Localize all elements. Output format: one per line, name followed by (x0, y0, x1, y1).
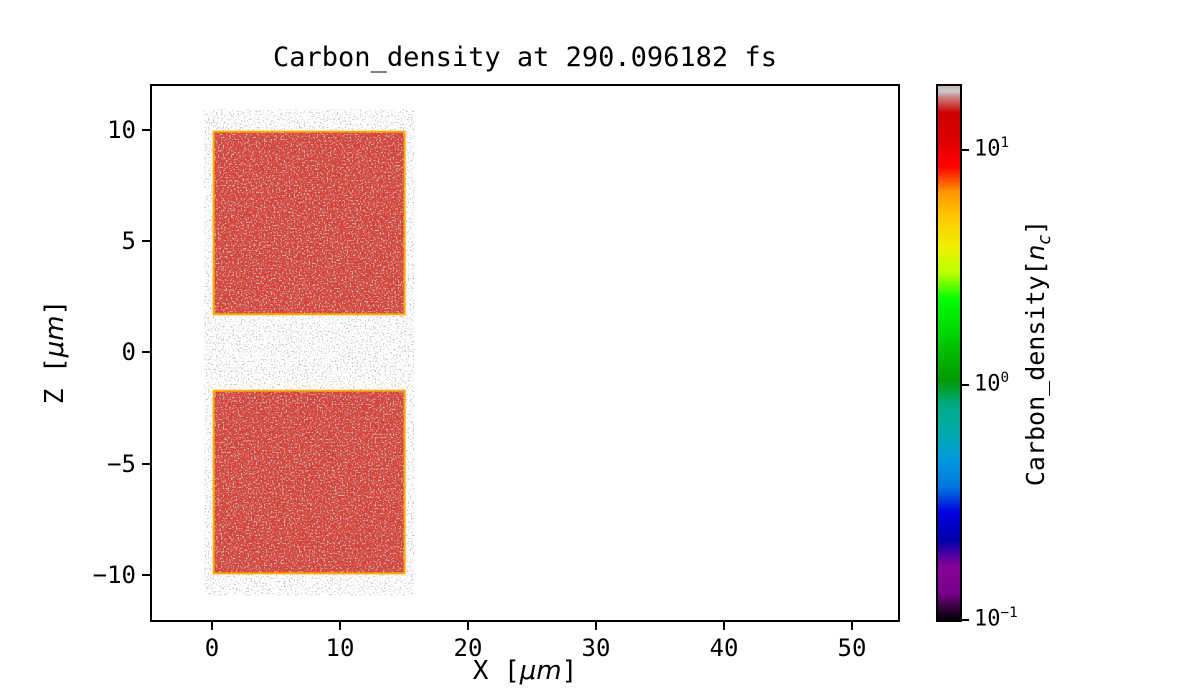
plot-title: Carbon_density at 290.096182 fs (273, 42, 777, 73)
x-tick-label: 10 (325, 634, 355, 662)
colorbar (936, 84, 962, 622)
colorbar-label: Carbon_density[nc] (1021, 220, 1055, 486)
colorbar-label-symbol: n (1021, 244, 1050, 261)
x-tick-mark (723, 622, 725, 630)
colorbar-tick-base: 10 (974, 136, 1001, 162)
axes-area (150, 84, 900, 622)
y-tick-mark (142, 463, 150, 465)
density-field (212, 130, 406, 575)
y-axis-label-suffix: ] (40, 299, 70, 316)
upper-slab-edge (212, 130, 406, 316)
colorbar-tick-exp: 0 (1000, 370, 1010, 386)
colorbar-tick-label: 10−1 (974, 605, 1054, 631)
y-tick-label: −10 (92, 561, 136, 589)
colorbar-tick-base: 10 (974, 371, 1001, 397)
lower-slab (213, 390, 405, 574)
x-axis-label-suffix: ] (561, 656, 578, 686)
x-tick-mark (467, 622, 469, 630)
colorbar-tick-label: 101 (974, 135, 1054, 161)
colorbar-label-prefix: Carbon_density[ (1021, 260, 1050, 487)
colorbar-tick-label: 100 (974, 370, 1054, 396)
colorbar-tick-exp: −1 (1000, 605, 1018, 621)
y-axis-label-prefix: Z [ (40, 357, 70, 405)
y-tick-label: 10 (107, 116, 136, 144)
x-tick-mark (211, 622, 213, 630)
y-tick-mark (142, 240, 150, 242)
x-axis-unit: μm (519, 656, 562, 686)
colorbar-label-subscript: c (1035, 234, 1055, 245)
y-tick-mark (142, 129, 150, 131)
y-tick-mark (142, 351, 150, 353)
y-axis-label: Z [μm] (40, 300, 70, 405)
upper-slab (213, 131, 405, 315)
colorbar-tick-base: 10 (974, 606, 1001, 632)
colorbar-tick-exp: 1 (1000, 135, 1010, 151)
x-tick-mark (851, 622, 853, 630)
x-tick-label: 30 (581, 634, 611, 662)
y-axis-unit: μm (40, 315, 70, 358)
x-axis-label-prefix: X [ (472, 656, 520, 686)
x-tick-label: 40 (709, 634, 739, 662)
x-axis-label: X [μm] (150, 656, 900, 686)
x-tick-mark (339, 622, 341, 630)
lower-slab-edge (212, 389, 406, 575)
y-tick-label: −5 (107, 450, 136, 478)
colorbar-label-suffix: ] (1021, 219, 1050, 235)
colorbar-tick-mark (962, 619, 969, 621)
y-tick-label: 0 (121, 338, 136, 366)
colorbar-tick-mark (962, 149, 969, 151)
y-tick-label: 5 (121, 227, 136, 255)
x-tick-label: 0 (204, 634, 220, 662)
y-tick-mark (142, 574, 150, 576)
colorbar-tick-mark (962, 384, 969, 386)
x-tick-label: 20 (453, 634, 483, 662)
x-tick-mark (595, 622, 597, 630)
x-tick-label: 50 (837, 634, 867, 662)
